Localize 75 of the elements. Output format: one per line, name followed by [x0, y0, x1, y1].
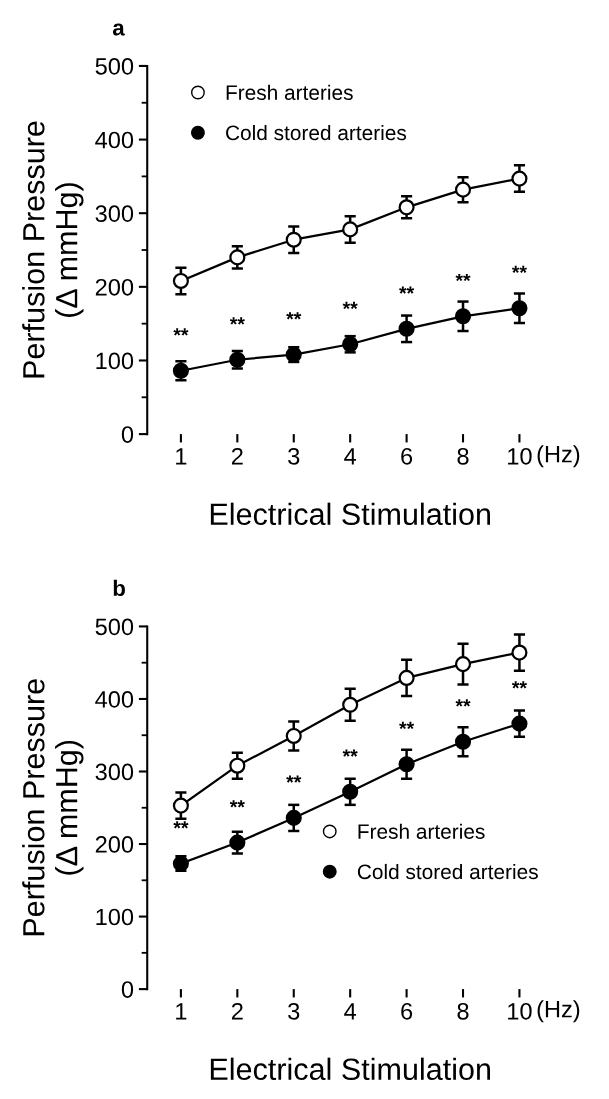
- point: [454, 733, 472, 750]
- annotation: **: [229, 317, 245, 325]
- point: [285, 231, 302, 248]
- legend-label: Fresh arteries: [226, 84, 353, 100]
- y-tick-label: 0: [121, 426, 134, 443]
- x-tick-label: 10: [508, 1002, 532, 1020]
- legend-label: Cold stored arteries: [357, 863, 538, 880]
- point: [511, 170, 528, 187]
- annotation: **: [173, 821, 189, 829]
- y-tick-label: 100: [96, 352, 134, 370]
- y-tick-label: 500: [95, 618, 134, 636]
- x-tick-label: 3: [288, 447, 300, 465]
- point: [454, 656, 472, 673]
- y-tick-label: 400: [95, 691, 134, 708]
- point: [398, 756, 415, 773]
- x-tick-label: 10: [508, 447, 532, 465]
- annotation: **: [455, 273, 471, 282]
- annotation: **: [399, 286, 415, 294]
- point: [398, 669, 415, 686]
- y-tick-label: 300: [95, 205, 134, 222]
- point: [342, 696, 359, 713]
- y-tick-label: 300: [95, 763, 134, 781]
- x-tick-label: 1: [176, 1003, 187, 1020]
- x-axis-title: Electrical Stimulation: [210, 1057, 490, 1081]
- x-tick-label: 6: [401, 447, 413, 465]
- point: [511, 644, 528, 661]
- y-tick-label: 200: [95, 836, 134, 853]
- text: (Hz): [537, 445, 580, 468]
- y-tick-label: 200: [95, 278, 134, 296]
- y-tick-label: 100: [96, 908, 134, 926]
- y-axis-title: Perfusion Pressure (Δ mmHg): [22, 121, 84, 378]
- x-tick-label: 2: [231, 447, 243, 465]
- x-tick-label: 3: [288, 1002, 300, 1020]
- point: [398, 199, 415, 216]
- text: (Hz): [537, 1000, 580, 1023]
- annotation: **: [286, 312, 302, 320]
- y-axis-title: Perfusion Pressure (Δ mmHg): [22, 679, 84, 936]
- annotation: **: [286, 775, 302, 783]
- x-axis-title: Electrical Stimulation: [210, 502, 490, 526]
- point: [172, 797, 189, 814]
- point: [398, 320, 415, 337]
- legend-label: Cold stored arteries: [226, 124, 407, 141]
- annotation: **: [511, 681, 527, 689]
- x-tick-label: 4: [344, 1003, 357, 1020]
- point: [285, 809, 302, 826]
- x-tick-label: 2: [231, 1002, 243, 1020]
- point: [172, 272, 189, 289]
- point: [229, 834, 246, 851]
- point: [454, 181, 472, 198]
- point: [342, 221, 359, 238]
- chart-title: b: [113, 579, 125, 597]
- y-tick-label: 500: [95, 58, 134, 75]
- point: [229, 757, 246, 774]
- x-tick-label: 4: [344, 448, 357, 465]
- annotation: **: [511, 265, 527, 274]
- legend-label: Fresh arteries: [358, 823, 485, 839]
- point: [285, 727, 302, 745]
- point: [342, 783, 359, 800]
- annotation: **: [399, 721, 415, 730]
- point: [511, 715, 528, 732]
- x-tick-label: 8: [457, 447, 469, 465]
- point: [454, 308, 472, 325]
- y-tick-label: 0: [121, 981, 134, 998]
- x-tick-label: 6: [401, 1002, 413, 1020]
- x-tick-label: 1: [176, 448, 187, 465]
- annotation: **: [342, 301, 358, 310]
- annotation: **: [229, 800, 245, 808]
- chart-title: a: [112, 23, 125, 36]
- point: [511, 300, 528, 317]
- annotation: **: [173, 328, 189, 336]
- annotation: **: [342, 749, 358, 757]
- y-tick-label: 400: [95, 131, 134, 149]
- annotation: **: [455, 699, 471, 707]
- point: [229, 249, 246, 266]
- x-tick-label: 8: [457, 1002, 469, 1020]
